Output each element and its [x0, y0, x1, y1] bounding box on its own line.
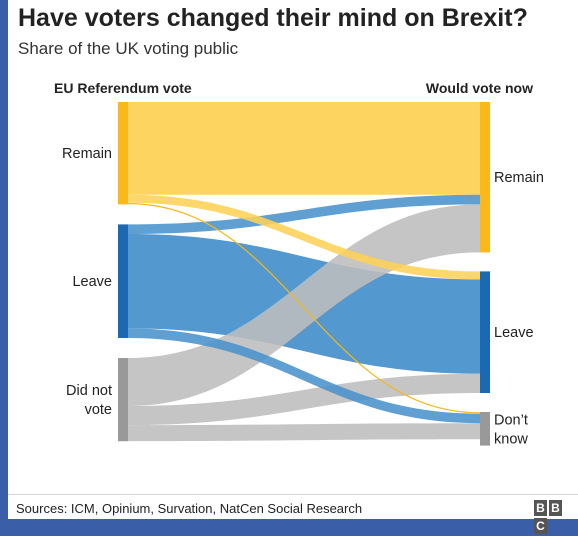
flows-layer: [127, 102, 481, 442]
left-node-didnotvote-bar: [118, 358, 128, 442]
flow-leave-to-dontknow: [128, 328, 480, 424]
bbc-logo-letter-3: C: [534, 518, 547, 534]
left-node-remain-bar: [118, 102, 128, 205]
right-node-dontknow-label-line-2: know: [494, 431, 528, 447]
left-node-leave-bar: [118, 224, 128, 338]
sankey-chart: EU Referendum vote Would vote now Remain Le…: [54, 80, 544, 447]
flow-remain-to-leave: [128, 194, 480, 280]
footer-divider: [8, 494, 578, 495]
right-node-remain-bar: [480, 102, 490, 253]
nodes-layer: [118, 102, 490, 446]
flow-remain-to-remain: [128, 102, 480, 195]
left-node-didnotvote-label-line-2: vote: [85, 402, 112, 418]
chart-title: Have voters changed their mind on Brexit…: [18, 4, 528, 32]
right-node-dontknow-bar: [480, 412, 490, 446]
left-node-leave-label: Leave: [72, 274, 112, 290]
flow-remain-to-dontknow: [127, 203, 481, 414]
right-column-header: Would vote now: [426, 80, 533, 96]
chart-subtitle: Share of the UK voting public: [18, 39, 239, 58]
labels-layer: EU Referendum vote Would vote now Remain Le…: [54, 80, 544, 447]
flow-didnotvote-to-leave: [128, 373, 480, 426]
right-node-leave-label: Leave: [494, 325, 534, 341]
bbc-logo-letter-2: B: [549, 500, 562, 516]
bbc-logo: B BC: [534, 500, 578, 534]
flow-didnotvote-to-dontknow: [128, 423, 480, 442]
right-node-remain-label: Remain: [494, 170, 544, 186]
left-column-header: EU Referendum vote: [54, 80, 192, 96]
bbc-logo-letter-1: B: [534, 500, 547, 516]
flow-leave-to-remain: [128, 194, 480, 234]
source-note: Sources: ICM, Opinium, Survation, NatCen…: [16, 501, 363, 516]
right-node-dontknow-label-line-1: Don’t: [494, 412, 528, 428]
flow-didnotvote-to-remain: [128, 204, 480, 406]
chart-card: Have voters changed their mind on Brexit…: [8, 0, 578, 534]
left-node-remain-label: Remain: [62, 146, 112, 162]
left-node-didnotvote-label-line-1: Did not: [66, 383, 112, 399]
right-node-leave-bar: [480, 271, 490, 393]
